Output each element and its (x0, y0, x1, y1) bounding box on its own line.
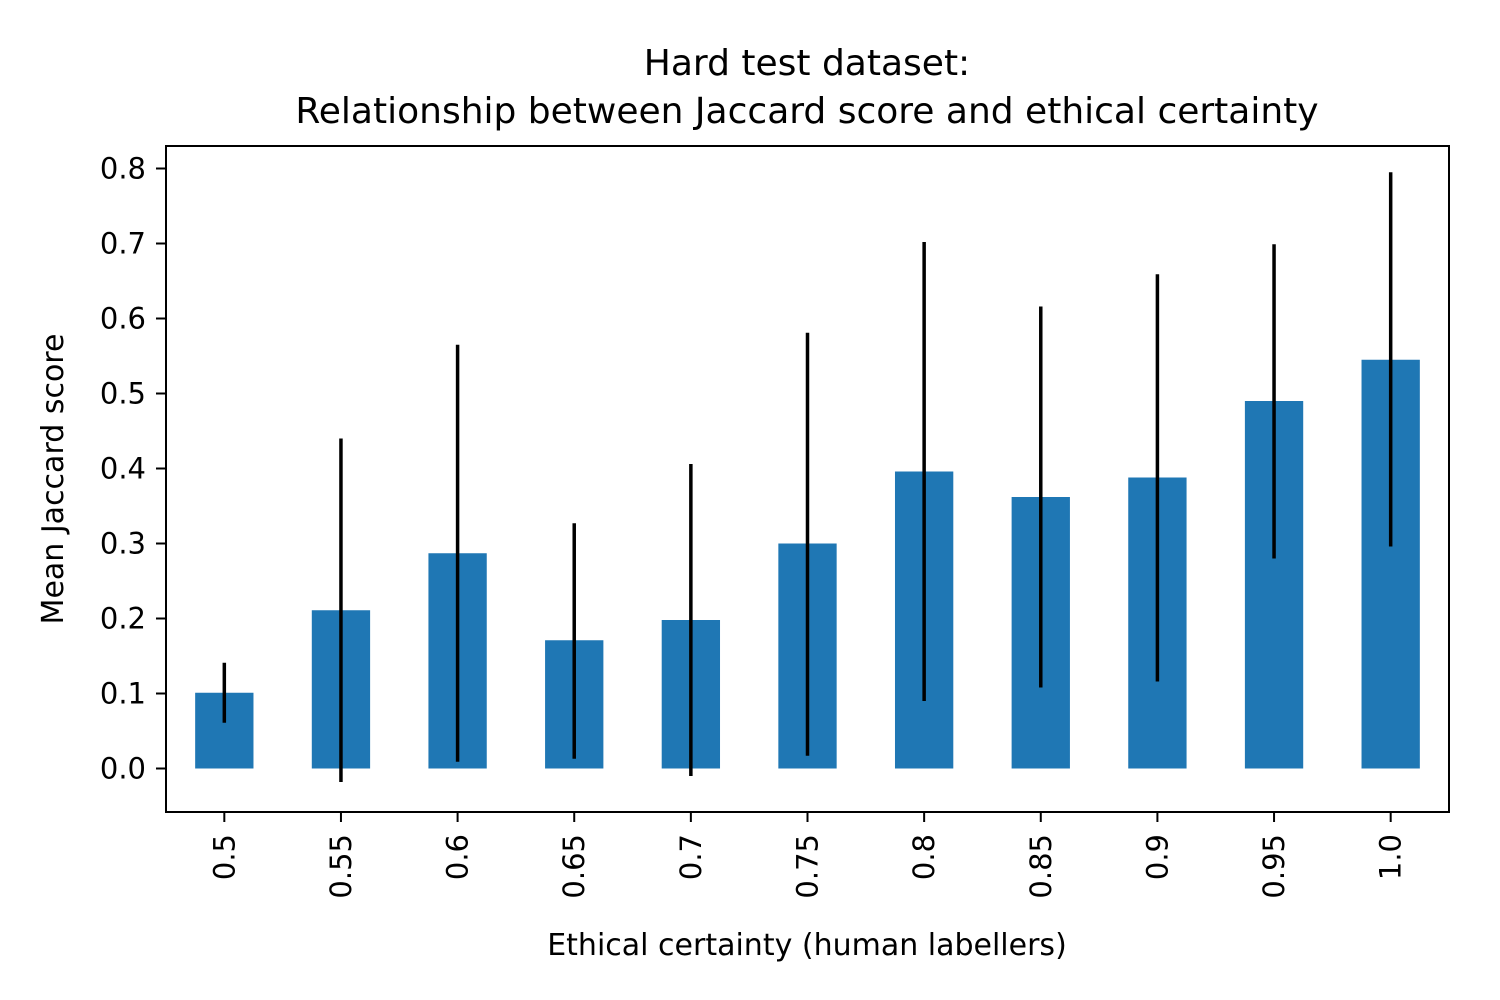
y-tick-label: 0.8 (100, 152, 146, 186)
y-tick-label: 0.5 (100, 377, 146, 411)
x-tick-label: 0.85 (1024, 834, 1058, 899)
x-tick-label: 0.5 (207, 834, 241, 880)
y-tick-label: 0.2 (100, 602, 146, 636)
x-tick-label: 0.6 (441, 834, 475, 880)
chart-title-line-1: Hard test dataset: (644, 43, 970, 84)
y-axis: 0.0 0.1 0.2 0.3 0.4 0.5 0.6 0.7 0.8 (100, 152, 166, 786)
error-bars-layer (222, 172, 1393, 782)
x-tick-label: 0.7 (674, 834, 708, 880)
y-tick-label: 0.6 (100, 302, 146, 336)
y-tick-label: 0.7 (100, 227, 146, 261)
x-axis: 0.5 0.55 0.6 0.65 0.7 0.75 0.8 0.85 0.9 0.95 1.0 (207, 812, 1408, 899)
y-tick-label: 0.1 (100, 677, 146, 711)
x-tick-label: 0.8 (907, 834, 941, 880)
y-tick-label: 0.0 (100, 752, 146, 786)
x-tick-label: 0.65 (557, 834, 591, 899)
y-axis-label: Mean Jaccard score (36, 334, 71, 625)
x-tick-label: 1.0 (1374, 834, 1408, 880)
x-tick-label: 0.75 (791, 834, 825, 899)
chart-title: Hard test dataset: Relationship between … (295, 43, 1318, 132)
y-tick-label: 0.4 (100, 452, 146, 486)
x-tick-label: 0.55 (324, 834, 358, 899)
x-axis-label: Ethical certainty (human labellers) (547, 928, 1067, 963)
y-tick-label: 0.3 (100, 527, 146, 561)
x-tick-label: 0.95 (1257, 834, 1291, 899)
chart-title-line-2: Relationship between Jaccard score and e… (295, 91, 1318, 132)
x-tick-label: 0.9 (1140, 834, 1174, 880)
